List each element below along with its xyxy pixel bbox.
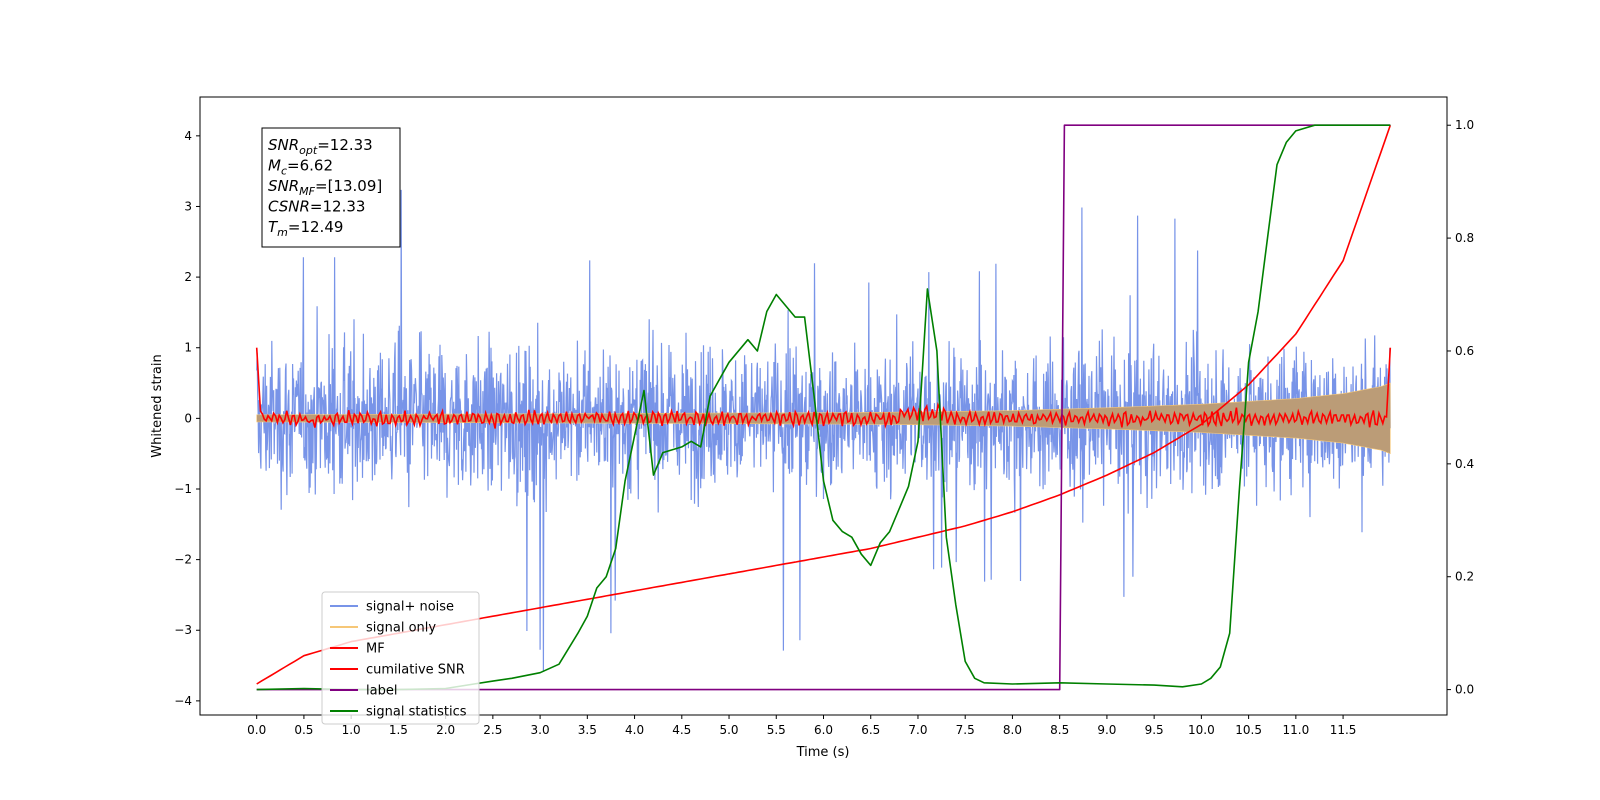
info-symbol: SNR [268, 136, 299, 154]
y-tick-label: −3 [174, 623, 192, 637]
x-tick-label: 1.5 [389, 723, 408, 737]
y-axis-right: 1.0 0.8 0.6 0.4 0.2 0.0 [1447, 118, 1474, 697]
x-tick-label: 8.0 [1003, 723, 1022, 737]
x-tick-label: 3.5 [578, 723, 597, 737]
y-tick-label: 1 [184, 341, 192, 355]
series-label [256, 124, 1391, 691]
y-axis-left: 4 3 2 1 0 −1 −2 −3 −4 [174, 129, 200, 708]
x-tick-label: 4.5 [672, 723, 691, 737]
legend: signal+ noise signal only MF cumilative SNR… [321, 591, 480, 725]
x-tick-label: 11.5 [1330, 723, 1357, 737]
series-signal-statistics [256, 124, 1391, 691]
legend-entry: signal statistics [366, 705, 467, 720]
info-symbol: SNR [268, 177, 299, 195]
y-tick-label: −4 [174, 694, 192, 708]
x-tick-label: 7.0 [908, 723, 927, 737]
legend-entry: signal+ noise [366, 600, 454, 615]
x-tick-label: 7.5 [956, 723, 975, 737]
info-value: =12.49 [288, 218, 344, 236]
y2-tick-label: 1.0 [1455, 118, 1474, 132]
legend-entry: MF [366, 642, 385, 657]
y-axis-label: Whitened strain [150, 354, 165, 457]
x-tick-label: 10.5 [1235, 723, 1262, 737]
info-box-frame [261, 127, 401, 248]
y-tick-label: −1 [174, 482, 192, 496]
x-tick-label: 10.0 [1188, 723, 1215, 737]
y-tick-label: 3 [184, 199, 192, 213]
y2-tick-label: 0.0 [1455, 683, 1474, 697]
y-tick-label: 2 [184, 270, 192, 284]
y2-tick-label: 0.4 [1455, 457, 1474, 471]
x-tick-label: 0.0 [247, 723, 266, 737]
info-value: =12.33 [317, 136, 373, 154]
legend-entry: cumilative SNR [366, 663, 465, 678]
x-tick-label: 6.0 [814, 723, 833, 737]
x-tick-label: 1.0 [342, 723, 361, 737]
x-tick-label: 0.5 [294, 723, 313, 737]
x-tick-label: 11.0 [1282, 723, 1309, 737]
info-value: =[13.09] [315, 177, 382, 195]
legend-entry: label [366, 684, 397, 699]
y-tick-label: 0 [184, 411, 192, 425]
x-axis-label: Time (s) [796, 745, 850, 760]
info-line: Tm=12.49 [268, 218, 343, 239]
info-line: SNRopt=12.33 [268, 136, 373, 157]
legend-entry: signal only [366, 621, 436, 636]
info-subscript: opt [299, 144, 318, 157]
y2-tick-label: 0.2 [1455, 570, 1474, 584]
info-symbol: T [268, 218, 279, 236]
y2-tick-label: 0.6 [1455, 344, 1474, 358]
info-line: CSNR=12.33 [268, 198, 365, 216]
info-line: Mc=6.62 [268, 157, 333, 178]
series-mf [255, 347, 1392, 430]
x-tick-label: 8.5 [1050, 723, 1069, 737]
x-tick-label: 4.0 [625, 723, 644, 737]
info-value: =12.33 [310, 198, 366, 216]
x-tick-label: 2.5 [483, 723, 502, 737]
info-box: SNRopt=12.33Mc=6.62SNRMF=[13.09]CSNR=12.… [261, 127, 401, 248]
info-symbol: CSNR [268, 198, 310, 216]
x-axis: 0.0 0.5 1.0 1.5 2.0 2.5 3.0 3.5 4.0 4.5 5.0 5.5 6.0 6… [247, 715, 1356, 737]
y2-tick-label: 0.8 [1455, 231, 1474, 245]
x-tick-label: 2.0 [436, 723, 455, 737]
x-tick-label: 3.0 [531, 723, 550, 737]
x-tick-label: 5.0 [719, 723, 738, 737]
info-subscript: MF [299, 185, 315, 198]
info-value: =6.62 [287, 157, 333, 175]
series-signal-only [256, 382, 1391, 455]
legend-frame [321, 591, 480, 725]
info-line: SNRMF=[13.09] [268, 177, 382, 198]
y-tick-label: 4 [184, 129, 192, 143]
x-tick-label: 9.5 [1145, 723, 1164, 737]
info-symbol: M [268, 157, 281, 175]
info-subscript: m [277, 226, 288, 239]
y-tick-label: −2 [174, 553, 192, 567]
x-tick-label: 6.5 [861, 723, 880, 737]
info-subscript: c [281, 165, 287, 178]
x-tick-label: 9.0 [1097, 723, 1116, 737]
x-tick-label: 5.5 [767, 723, 786, 737]
